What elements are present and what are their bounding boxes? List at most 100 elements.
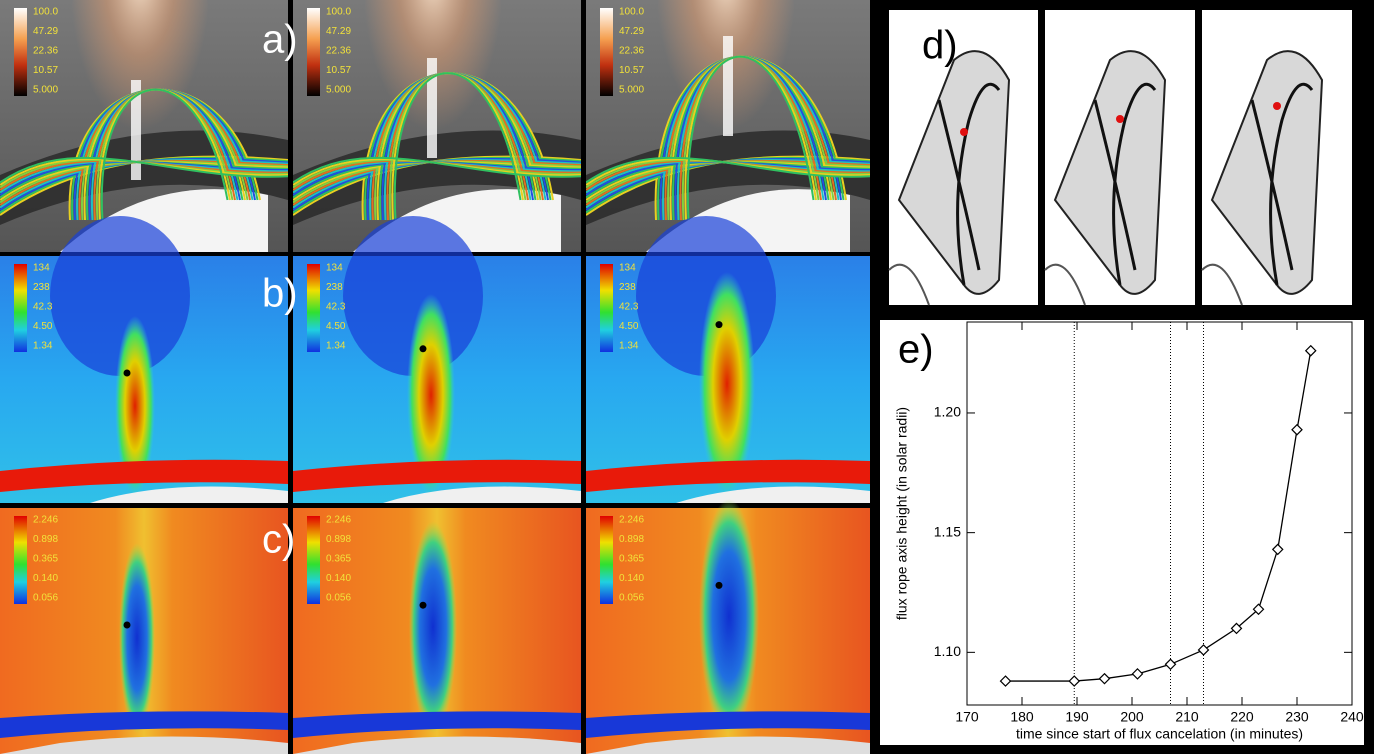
colorbar [307, 8, 320, 96]
panel-label: a) [262, 18, 298, 62]
colorbar-label: 22.36 [619, 46, 644, 57]
marker [124, 370, 131, 377]
x-tick-label: 170 [955, 709, 979, 725]
colorbar-label: 42.3 [619, 302, 639, 313]
plume [119, 543, 155, 733]
colorbar [14, 8, 27, 96]
panel-d-image [1202, 10, 1352, 305]
colorbar-label: 4.50 [326, 321, 346, 332]
x-tick-label: 210 [1175, 709, 1199, 725]
panel-b: 134 238 42.3 4.50 1.34 [0, 216, 288, 503]
colorbar-label: 100.0 [33, 7, 58, 18]
colorbar [307, 264, 320, 352]
colorbar-label: 2.246 [326, 515, 351, 526]
marker [716, 582, 723, 589]
colorbar-label: 1.34 [33, 341, 53, 352]
panel-c: 2.246 0.898 0.365 0.140 0.056 [586, 499, 870, 754]
x-tick-label: 200 [1120, 709, 1144, 725]
colorbar-label: 22.36 [33, 46, 58, 57]
figure: 100.0 47.29 22.36 10.57 5.000 100.0 47.29 22.36… [0, 0, 1374, 754]
colorbar-label: 100.0 [619, 7, 644, 18]
colorbar-label: 0.056 [619, 593, 644, 604]
colorbar-label: 0.056 [326, 593, 351, 604]
colorbar-label: 0.898 [619, 534, 644, 545]
colorbar-label: 47.29 [619, 26, 644, 37]
marker [420, 345, 427, 352]
panel-label: d) [922, 24, 958, 68]
colorbar-label: 0.056 [33, 593, 58, 604]
panel-d-image [1045, 10, 1195, 305]
colorbar-label: 5.000 [33, 85, 58, 96]
panel-label: c) [262, 518, 295, 562]
colorbar [14, 264, 27, 352]
y-tick-label: 1.10 [934, 643, 961, 659]
marker [420, 602, 427, 609]
colorbar-label: 4.50 [33, 321, 53, 332]
colorbar-label: 2.246 [619, 515, 644, 526]
colorbar-label: 134 [33, 263, 50, 274]
colorbar-label: 42.3 [326, 302, 346, 313]
panel-c: 2.246 0.898 0.365 0.140 0.056 [293, 508, 581, 754]
colorbar [600, 8, 613, 96]
colorbar-label: 10.57 [619, 65, 644, 76]
marker [124, 622, 131, 629]
colorbar-label: 5.000 [326, 85, 351, 96]
colorbar-label: 0.898 [33, 534, 58, 545]
plume [427, 58, 437, 158]
colorbar-label: 100.0 [326, 7, 351, 18]
x-axis-label: time since start of flux cancelation (in… [1016, 726, 1303, 742]
page: {"panels":{ "a":{"label":"a)","colorbar"… [0, 0, 1374, 754]
colorbar-label: 1.34 [326, 341, 346, 352]
colorbar-label: 0.365 [619, 554, 644, 565]
marker [1273, 102, 1281, 110]
colorbar-label: 238 [326, 282, 343, 293]
panel-a: 100.0 47.29 22.36 10.57 5.000 [0, 0, 288, 252]
x-tick-label: 220 [1230, 709, 1254, 725]
colorbar-label: 1.34 [619, 341, 639, 352]
colorbar-label: 134 [619, 263, 636, 274]
colorbar [600, 264, 613, 352]
colorbar-label: 238 [33, 282, 50, 293]
colorbar-label: 0.140 [619, 573, 644, 584]
colorbar-label: 0.140 [33, 573, 58, 584]
colorbar-label: 134 [326, 263, 343, 274]
colorbar-label: 10.57 [33, 65, 58, 76]
y-tick-label: 1.15 [934, 523, 961, 539]
colorbar [600, 516, 613, 604]
colorbar-label: 0.898 [326, 534, 351, 545]
marker [716, 321, 723, 328]
panel-b: 134 238 42.3 4.50 1.34 [586, 216, 870, 503]
panel-a: 100.0 47.29 22.36 10.57 5.000 [586, 0, 870, 252]
colorbar-label: 238 [619, 282, 636, 293]
panel-label: e) [898, 328, 934, 372]
x-tick-label: 180 [1010, 709, 1034, 725]
x-tick-label: 240 [1340, 709, 1364, 725]
y-tick-label: 1.20 [934, 404, 961, 420]
marker [960, 128, 968, 136]
y-axis-label: flux rope axis height (in solar radii) [894, 407, 910, 620]
panel-b: 134 238 42.3 4.50 1.34 [293, 216, 581, 503]
panel-a: 100.0 47.29 22.36 10.57 5.000 [293, 0, 581, 252]
panel-d-image [889, 10, 1038, 305]
colorbar-label: 2.246 [33, 515, 58, 526]
panel-c: 2.246 0.898 0.365 0.140 0.056 [0, 508, 288, 754]
colorbar-label: 42.3 [33, 302, 53, 313]
x-tick-label: 190 [1065, 709, 1089, 725]
colorbar [14, 516, 27, 604]
colorbar-label: 5.000 [619, 85, 644, 96]
plume [723, 36, 733, 136]
colorbar-label: 47.29 [326, 26, 351, 37]
colorbar-label: 0.365 [33, 554, 58, 565]
colorbar-label: 47.29 [33, 26, 58, 37]
x-tick-label: 230 [1285, 709, 1309, 725]
panel-label: b) [262, 272, 298, 316]
colorbar-label: 10.57 [326, 65, 351, 76]
colorbar-label: 0.365 [326, 554, 351, 565]
plume [699, 499, 759, 733]
marker [1116, 115, 1124, 123]
plume [409, 521, 457, 733]
colorbar-label: 22.36 [326, 46, 351, 57]
colorbar-label: 0.140 [326, 573, 351, 584]
colorbar [307, 516, 320, 604]
colorbar-label: 4.50 [619, 321, 639, 332]
